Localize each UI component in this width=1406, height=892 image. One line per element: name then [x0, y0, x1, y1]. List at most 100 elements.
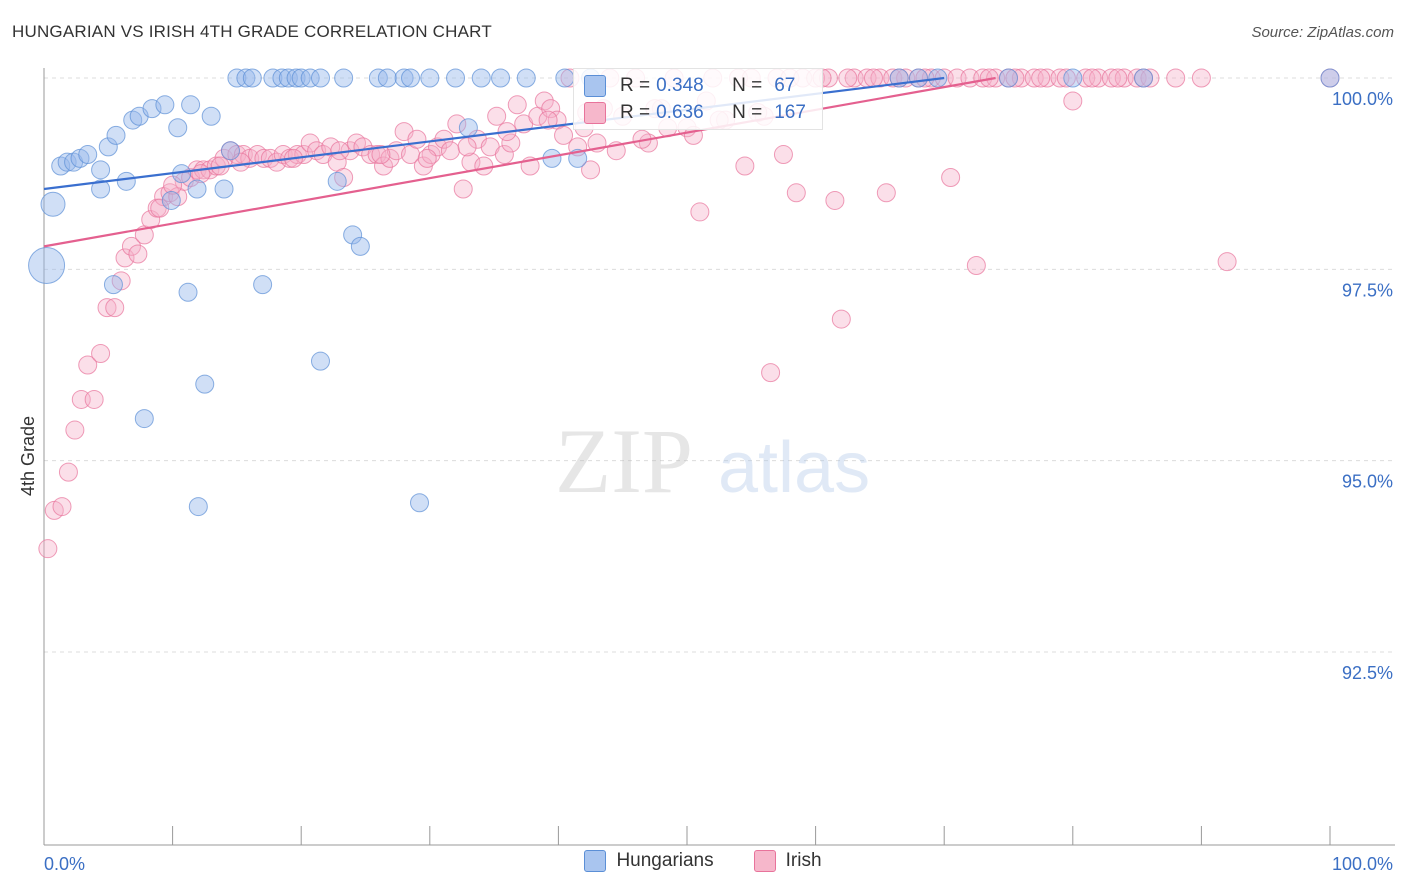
hungarian-point: [161, 190, 181, 210]
irish-point: [838, 68, 858, 88]
hungarian-point: [181, 95, 201, 115]
hungarian-point: [471, 68, 491, 88]
irish-point: [831, 309, 851, 329]
hungarian-point: [28, 247, 66, 285]
hungarian-point: [201, 106, 221, 126]
irish-point: [541, 99, 561, 119]
irish-point: [300, 133, 320, 153]
irish-point: [128, 244, 148, 264]
irish-point: [65, 420, 85, 440]
legend-label-hungarians: Hungarians: [616, 850, 714, 871]
stats-box: R = 0.348 N = 67 R = 0.636 N = 167: [573, 68, 823, 130]
irish-point: [115, 248, 135, 268]
hungarian-point: [446, 68, 466, 88]
irish-point: [447, 114, 467, 134]
irish-point: [1191, 68, 1211, 88]
hungarian-point: [98, 137, 118, 157]
legend-item-irish[interactable]: Irish: [753, 850, 822, 872]
irish-point: [457, 137, 477, 157]
irish-point: [84, 389, 104, 409]
hungarian-point: [327, 171, 347, 191]
irish-point: [941, 167, 961, 187]
irish-point: [825, 190, 845, 210]
hungarian-point: [187, 179, 207, 199]
hungarian-point: [350, 236, 370, 256]
irish-point: [1056, 68, 1076, 88]
hungarian-point: [40, 191, 66, 217]
hungarian-point: [310, 351, 330, 371]
irish-point: [58, 462, 78, 482]
hungarian-point: [420, 68, 440, 88]
hungarian-point: [286, 68, 306, 88]
hungarians-swatch: [584, 75, 606, 97]
irish-point: [538, 110, 558, 130]
irish-point: [876, 183, 896, 203]
hungarian-point: [491, 68, 511, 88]
y-tick-label: 100.0%: [1332, 89, 1393, 109]
r-label: R =: [620, 75, 651, 96]
hungarian-point: [410, 493, 430, 513]
hungarian-point: [310, 68, 330, 88]
hungarian-point: [155, 95, 175, 115]
watermark-atlas: atlas: [718, 428, 870, 508]
tick-labels: 92.5% 95.0% 97.5% 100.0% 0.0% 100.0%: [44, 89, 1393, 874]
irish-point: [38, 539, 58, 559]
irish-point: [440, 141, 460, 161]
hungarian-point: [253, 275, 273, 295]
irish-point: [294, 145, 314, 165]
irish-point: [421, 145, 441, 165]
hungarian-point: [236, 68, 256, 88]
hungarian-point: [401, 68, 421, 88]
r-value-hungarians: 0.348: [656, 75, 704, 96]
irish-point: [1217, 252, 1237, 272]
n-label: N =: [732, 75, 763, 96]
irish-point: [474, 156, 494, 176]
legend-item-hungarians[interactable]: Hungarians: [584, 850, 714, 872]
hungarian-point: [343, 225, 363, 245]
irish-point: [979, 68, 999, 88]
irish-point: [1063, 91, 1083, 111]
n-value-irish: 167: [774, 102, 806, 123]
hungarian-point: [394, 68, 414, 88]
y-tick-label: 92.5%: [1342, 663, 1393, 683]
hungarian-point: [91, 179, 111, 199]
hungarian-point: [103, 275, 123, 295]
hungarian-point: [272, 68, 292, 88]
hungarian-point: [134, 409, 154, 429]
irish-point: [374, 156, 394, 176]
irish-point: [786, 183, 806, 203]
legend-label-irish: Irish: [785, 850, 822, 871]
irish-point: [1166, 68, 1186, 88]
irish-point: [1140, 68, 1160, 88]
irish-point: [761, 363, 781, 383]
hungarians-legend-swatch: [584, 850, 607, 872]
hungarian-point: [106, 125, 126, 145]
irish-point: [371, 145, 391, 165]
axes: [43, 68, 1395, 846]
y-tick-label: 97.5%: [1342, 280, 1393, 300]
x-tick-label: 100.0%: [1332, 854, 1393, 874]
hungarian-point: [78, 145, 98, 165]
irish-point: [863, 68, 883, 88]
hungarian-point: [220, 141, 240, 161]
irish-point: [773, 145, 793, 165]
legend: Hungarians Irish: [0, 850, 1406, 872]
irish-point: [534, 91, 554, 111]
irish-point: [417, 148, 437, 168]
hungarian-point: [516, 68, 536, 88]
chart-title: HUNGARIAN VS IRISH 4TH GRADE CORRELATION…: [12, 22, 492, 41]
irish-point: [507, 95, 527, 115]
hungarian-point: [242, 68, 262, 88]
hungarian-point: [142, 99, 162, 119]
hungarian-point: [116, 171, 136, 191]
irish-point: [501, 133, 521, 153]
irish-point: [494, 145, 514, 165]
source-note: Source: ZipAtlas.com: [1251, 24, 1394, 41]
hungarian-point: [91, 160, 111, 180]
irish-point: [735, 156, 755, 176]
watermark-zip: ZIP: [555, 410, 693, 512]
y-tick-label: 95.0%: [1342, 472, 1393, 492]
irish-point: [105, 298, 125, 318]
irish-point: [150, 198, 170, 218]
